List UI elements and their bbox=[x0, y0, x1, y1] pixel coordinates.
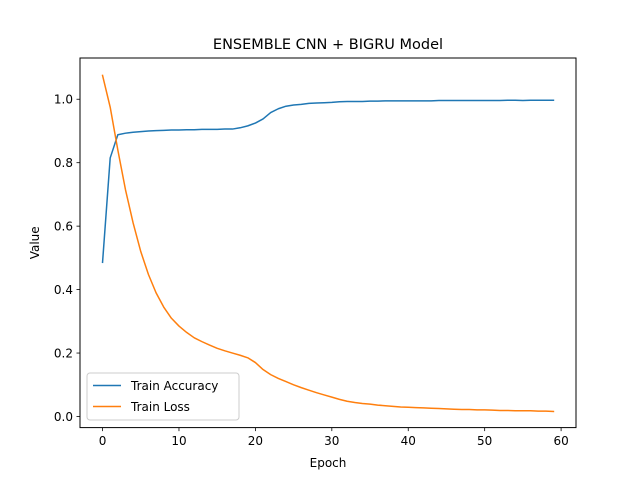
chart-title: ENSEMBLE CNN + BIGRU Model bbox=[213, 37, 443, 53]
x-tick-label: 10 bbox=[171, 434, 186, 448]
y-tick-label: 0.8 bbox=[54, 156, 73, 170]
y-tick-label: 0.4 bbox=[54, 283, 73, 297]
series-layer bbox=[101, 74, 555, 413]
y-axis: 0.0 0.2 0.4 0.6 0.8 1.0 bbox=[54, 93, 80, 424]
legend-box bbox=[86, 372, 240, 421]
x-tick-label: 60 bbox=[553, 434, 568, 448]
y-tick-label: 0.2 bbox=[54, 346, 73, 360]
legend: Train Accuracy Train Loss bbox=[86, 372, 240, 421]
y-tick-label: 0.6 bbox=[54, 219, 73, 233]
x-axis: 0 10 20 30 40 50 60 bbox=[99, 427, 569, 448]
y-tick-label: 0.0 bbox=[54, 410, 73, 424]
series-line-train-accuracy bbox=[101, 99, 555, 264]
series-line-train-loss bbox=[101, 74, 555, 413]
y-tick-label: 1.0 bbox=[54, 93, 73, 107]
x-axis-label: Epoch bbox=[310, 456, 347, 470]
x-tick-label: 30 bbox=[324, 434, 339, 448]
legend-label-train-loss: Train Loss bbox=[130, 400, 190, 414]
x-tick-label: 40 bbox=[401, 434, 416, 448]
legend-label-train-accuracy: Train Accuracy bbox=[130, 379, 218, 393]
y-axis-label: Value bbox=[28, 226, 42, 259]
plot-area-frame bbox=[79, 57, 577, 429]
x-tick-label: 50 bbox=[477, 434, 492, 448]
x-tick-label: 20 bbox=[248, 434, 263, 448]
x-tick-label: 0 bbox=[99, 434, 107, 448]
